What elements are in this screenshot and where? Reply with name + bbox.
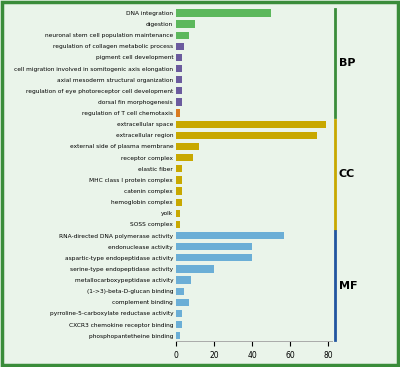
Bar — [176, 109, 180, 117]
Bar — [176, 21, 195, 28]
Bar — [176, 288, 184, 295]
Bar — [176, 121, 326, 128]
Bar — [176, 265, 214, 273]
Bar — [176, 199, 182, 206]
Bar — [176, 143, 199, 150]
Bar — [176, 76, 182, 83]
Bar — [176, 87, 182, 94]
Bar — [176, 243, 252, 250]
Text: BP: BP — [339, 58, 355, 68]
Bar — [176, 65, 182, 72]
Text: MF: MF — [339, 281, 357, 291]
Text: CC: CC — [339, 169, 355, 179]
Bar — [176, 210, 180, 217]
Bar — [176, 43, 184, 50]
Bar — [176, 176, 182, 184]
Bar — [176, 310, 182, 317]
Bar — [176, 9, 271, 17]
Bar — [176, 188, 182, 195]
Bar — [176, 221, 180, 228]
Bar — [176, 276, 191, 284]
Bar — [176, 32, 189, 39]
Bar — [176, 165, 182, 172]
Bar — [176, 232, 284, 239]
Bar — [176, 254, 252, 261]
Bar — [176, 132, 317, 139]
Bar — [176, 98, 182, 106]
Bar — [176, 54, 182, 61]
Bar — [176, 299, 189, 306]
Bar — [176, 332, 180, 339]
Bar — [176, 321, 182, 328]
Bar — [176, 154, 193, 161]
